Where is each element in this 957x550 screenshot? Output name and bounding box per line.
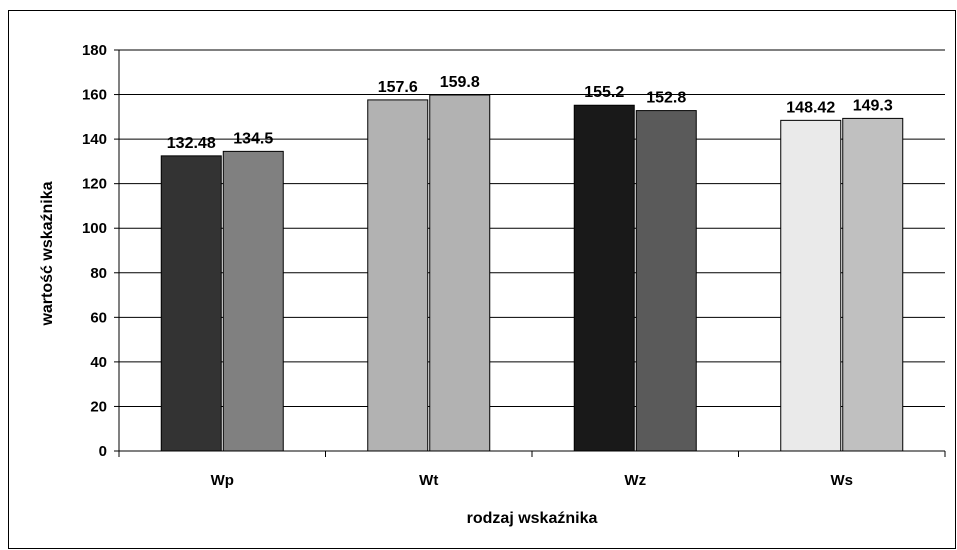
axes	[118, 50, 945, 452]
x-tick-label: Wt	[419, 472, 438, 489]
bar	[635, 110, 697, 452]
data-label: 152.8	[646, 90, 686, 107]
bar	[842, 117, 904, 452]
y-axis-title: wartość wskaźnika	[39, 181, 56, 326]
x-tick-label: Wp	[211, 472, 234, 489]
data-label: 159.8	[440, 74, 480, 91]
y-tick-label: 20	[90, 398, 107, 415]
y-tick-label: 120	[82, 176, 107, 193]
y-axis-ticks: 0 20 40 60 80 100 120 140 160 180	[82, 42, 119, 460]
x-axis-ticks: Wp Wt Wz Ws	[118, 451, 946, 489]
y-tick-label: 140	[82, 131, 107, 148]
data-label: 132.48	[167, 135, 216, 152]
y-tick-label: 100	[82, 220, 107, 237]
y-tick-label: 80	[90, 265, 107, 282]
bar	[222, 150, 284, 452]
y-tick-label: 160	[82, 87, 107, 104]
bars	[160, 94, 904, 452]
y-tick-label: 0	[99, 443, 107, 460]
y-tick-label: 180	[82, 42, 107, 59]
bar	[160, 155, 222, 452]
data-label: 149.3	[853, 97, 893, 114]
data-label: 134.5	[233, 130, 273, 147]
bar	[780, 119, 842, 452]
data-labels: 132.48 134.5 157.6 159.8 155.2 152.8 148.42 149…	[167, 74, 893, 152]
x-tick-label: Wz	[624, 472, 646, 489]
bar	[367, 99, 429, 452]
y-tick-label: 60	[90, 309, 107, 326]
bar	[429, 94, 491, 452]
data-label: 157.6	[378, 79, 418, 96]
x-tick-label: Ws	[831, 472, 854, 489]
data-label: 148.42	[786, 99, 835, 116]
y-tick-label: 40	[90, 354, 107, 371]
bar	[573, 104, 635, 452]
data-label: 155.2	[584, 84, 624, 101]
x-axis-title: rodzaj wskaźnika	[467, 510, 598, 527]
